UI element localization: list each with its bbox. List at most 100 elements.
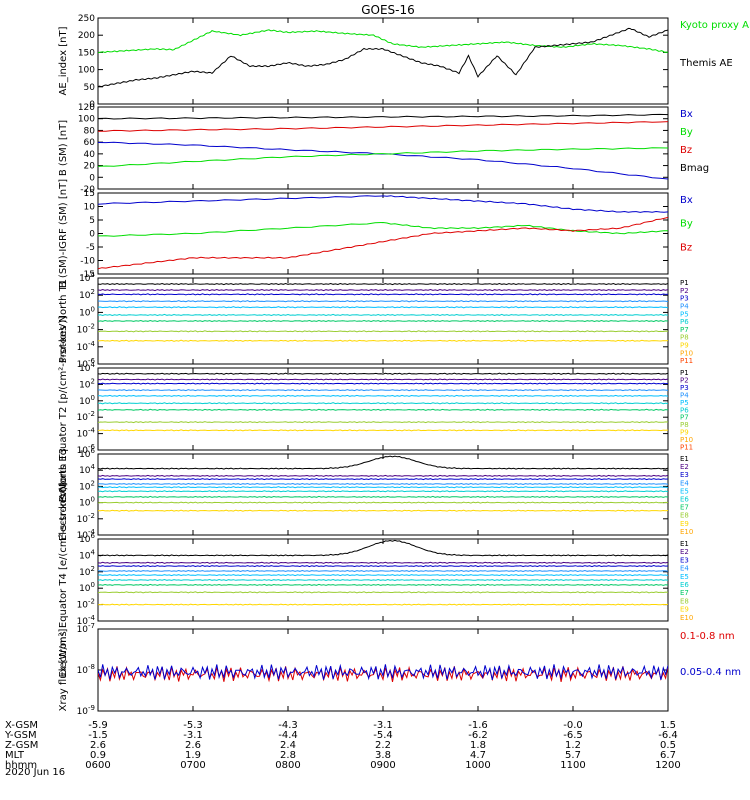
ephemeris-value: -6.4 [658, 730, 678, 741]
y-tick-label: 10-4 [77, 427, 96, 440]
y-tick-label: 10 [84, 203, 96, 213]
series-line-P8 [98, 330, 668, 333]
ephemeris-value: 5.7 [565, 750, 581, 761]
ephemeris-value: 0700 [180, 760, 205, 771]
legend-entry-P8: P8 [680, 334, 689, 342]
y-tick-label: 100 [79, 305, 95, 318]
ephemeris-value: 1.8 [470, 740, 486, 751]
legend-entry-E1: E1 [680, 540, 689, 548]
legend-entry-E2: E2 [680, 548, 689, 556]
panel-frame [97, 453, 669, 536]
legend-entry-P1: P1 [680, 369, 689, 377]
series-line-0.1-0.8 nm [98, 665, 668, 683]
legend-entry-P7: P7 [680, 414, 689, 422]
y-tick-label: 106 [79, 447, 95, 460]
panel-e_north: 10-4 10-2 100 102 104 106 Electrons North T3 E1… [58, 447, 693, 541]
ephemeris-label: X-GSM [5, 720, 38, 731]
legend-entry-By: By [680, 127, 693, 138]
ephemeris-value: 2.2 [375, 740, 391, 751]
legend-entry-E8: E8 [680, 597, 689, 605]
y-tick-label: 20 [84, 162, 96, 172]
y-tick-label: 40 [84, 150, 96, 160]
y-tick-label: 102 [79, 479, 95, 492]
legend-entry-E4: E4 [680, 479, 689, 487]
series-line-P2 [98, 378, 668, 381]
series-line-E6 [98, 578, 668, 582]
y-tick-label: 60 [84, 138, 96, 148]
ephemeris-label: Y-GSM [4, 730, 37, 741]
ephemeris-value: -4.4 [278, 730, 298, 741]
y-tick-label: 10-2 [77, 512, 95, 525]
ephemeris-value: 1.9 [185, 750, 201, 761]
series-line-E5 [98, 574, 668, 577]
panel-ae: 0 50 100 150 200 250 AE_index [nT] Kyoto proxy … [58, 14, 750, 110]
ephemeris-value: 0900 [370, 760, 395, 771]
legend-entry-E9: E9 [680, 520, 689, 528]
legend-entry-Themis AE: Themis AE [679, 58, 733, 69]
series-line-E9 [98, 509, 668, 512]
y-tick-label: 5 [89, 216, 95, 226]
legend-entry-0.05-0.4 nm: 0.05-0.4 nm [680, 667, 741, 678]
ephemeris-label: hhmm [5, 760, 37, 771]
y-tick-label: 100 [78, 66, 95, 76]
ephemeris-value: 2.4 [280, 740, 296, 751]
legend-entry-E5: E5 [680, 573, 689, 581]
legend-entry-P1: P1 [680, 279, 689, 287]
ephemeris-value: -1.6 [468, 720, 488, 731]
legend-entry-E7: E7 [680, 504, 689, 512]
date-label: 2020 Jun 16 [5, 767, 65, 778]
ephemeris-value: -6.5 [563, 730, 583, 741]
legend-entry-Bz: Bz [680, 242, 692, 253]
ephemeris-value: 2.8 [280, 750, 296, 761]
ephemeris-value: -5.4 [373, 730, 393, 741]
y-tick-label: 10-6 [77, 357, 96, 370]
legend-entry-P9: P9 [680, 429, 689, 437]
legend-entry-E9: E9 [680, 606, 689, 614]
series-line-P6 [98, 402, 668, 405]
series-line-P2 [98, 288, 668, 292]
y-tick-label: 200 [78, 31, 95, 41]
y-tick-label: 10-4 [77, 614, 96, 627]
ephemeris-value: 1200 [655, 760, 680, 771]
y-tick-label: 102 [79, 565, 95, 578]
y-axis-label: B (SM)-IGRF (SM) [nT] [58, 179, 69, 288]
panel-e_equator: 10-4 10-2 100 102 104 106 Electrons Equator T4… [58, 482, 693, 677]
y-tick-label: 100 [79, 581, 95, 594]
legend-entry-E6: E6 [680, 496, 689, 504]
y-tick-label: 0 [89, 230, 95, 240]
y-tick-label: 10-2 [77, 598, 95, 611]
legend-entry-By: By [680, 219, 693, 230]
series-line-Bx [98, 141, 668, 180]
y-axis-label: AE_index [nT] [58, 26, 69, 95]
ephemeris-label: Z-GSM [5, 740, 38, 751]
legend-entry-Bmag: Bmag [680, 163, 709, 174]
y-tick-label: 104 [79, 361, 95, 374]
series-line-E7 [98, 583, 668, 586]
ephemeris-value: 2.6 [185, 740, 201, 751]
y-axis-label: Xray flux [W/m²] [58, 629, 69, 712]
y-axis-label: Protons Equator T2 [p/(cm²-s-sr-keV)] [58, 316, 69, 503]
ephemeris-value: -5.3 [183, 720, 203, 731]
legend-entry-P10: P10 [680, 349, 693, 357]
y-tick-label: 80 [84, 126, 96, 136]
panel-bigrf: -15 -10 -5 0 5 10 15 B (SM)-IGRF (SM) [nT] Bx By B… [58, 179, 693, 288]
series-line-E8 [98, 591, 668, 594]
legend-entry-E2: E2 [680, 463, 689, 471]
legend-entry-P11: P11 [680, 357, 693, 365]
series-line-P1 [98, 372, 668, 375]
series-line-Bz [98, 216, 668, 270]
series-line-E8 [98, 501, 668, 504]
legend-entry-P11: P11 [680, 444, 693, 452]
series-group [98, 282, 668, 342]
ephemeris-value: 0800 [275, 760, 300, 771]
series-line-P4 [98, 389, 668, 392]
y-tick-label: 10-9 [77, 704, 95, 717]
legend-entry-E8: E8 [680, 512, 689, 520]
series-line-E2 [98, 474, 668, 477]
y-tick-label: 10-4 [77, 340, 96, 353]
legend-entry-E5: E5 [680, 487, 689, 495]
legend-entry-P6: P6 [680, 318, 689, 326]
series-group [98, 27, 668, 88]
legend-entry-P10: P10 [680, 436, 693, 444]
